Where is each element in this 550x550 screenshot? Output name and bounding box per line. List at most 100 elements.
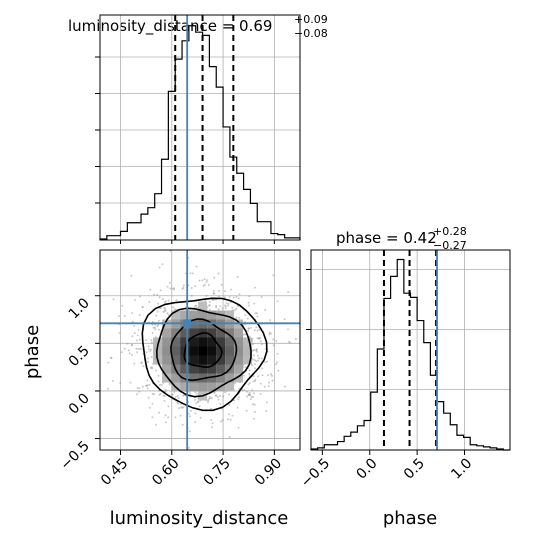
d2-sample-point (142, 365, 145, 368)
d2-sample-point (163, 394, 166, 397)
d2-density-cell (225, 355, 235, 365)
d2-sample-point (214, 394, 217, 397)
d2-density-cell (216, 364, 226, 374)
d2-sample-point (205, 281, 208, 284)
d2-sample-point (167, 313, 170, 316)
d2-sample-point (231, 414, 234, 417)
d2-sample-point (211, 422, 214, 425)
d2-xtick-label-3: 0.90 (252, 456, 285, 489)
d2-sample-point (231, 306, 234, 309)
d2-sample-point (158, 411, 161, 414)
d2-sample-point (230, 288, 232, 291)
d2-ytick-label-2: 0.5 (66, 343, 93, 370)
d2-sample-point (151, 323, 154, 326)
d2-sample-point (173, 288, 175, 291)
d2-sample-point (123, 347, 126, 350)
title-phase-plus: +0.28 (433, 225, 467, 238)
d2-sample-point (219, 305, 222, 308)
d2-sample-point (224, 391, 226, 394)
d2-density-cell (198, 310, 208, 320)
d2-sample-point (152, 326, 155, 329)
d2-density-cell (234, 373, 244, 383)
d2-sample-point (224, 296, 226, 299)
d2-sample-point (225, 302, 228, 305)
d2-sample-point (167, 416, 170, 419)
d2-density-cell (207, 355, 217, 365)
d2-sample-point (179, 414, 182, 417)
d2-sample-point (131, 320, 134, 323)
d2-density-cell (207, 373, 217, 383)
d2-density-cell (189, 355, 199, 365)
d2-sample-point (156, 294, 159, 296)
d2-sample-point (138, 338, 141, 341)
d2-sample-point (247, 329, 250, 332)
d2-density-cell (225, 382, 235, 392)
d2-sample-point (256, 337, 259, 340)
d2-sample-point (253, 367, 256, 370)
ph-xtick-label-0: −0.5 (298, 456, 333, 491)
d2-sample-point (198, 279, 201, 282)
d2-sample-point (213, 276, 216, 279)
d2-density-cell (180, 310, 190, 320)
d2-sample-point (268, 381, 270, 384)
d2-sample-point (193, 306, 196, 309)
d2-sample-point (188, 430, 191, 433)
d2-sample-point (257, 337, 260, 340)
d2-sample-point (187, 446, 190, 449)
d2-sample-point (246, 317, 249, 320)
d2-xtick-label-0: 0.45 (98, 456, 131, 489)
ph-hist-frame (310, 249, 511, 451)
d2-sample-point (252, 380, 255, 383)
d2-sample-point (258, 357, 261, 360)
d2-sample-point (139, 347, 141, 350)
d2-sample-point (248, 304, 250, 307)
d2-sample-point (135, 393, 138, 396)
d2-sample-point (226, 304, 229, 307)
d2-sample-point (159, 289, 162, 292)
d2-sample-point (190, 294, 193, 297)
d2-sample-point (248, 391, 251, 394)
d2-sample-point (130, 274, 133, 277)
d2-sample-point (157, 323, 160, 326)
title-luminosity-distance: luminosity_distance = 0.69 +0.09 −0.08 (68, 13, 328, 40)
d2-sample-point (227, 302, 230, 305)
panel-hist-luminosity-distance (95, 14, 301, 244)
d2-contour-2 (155, 307, 252, 398)
d2-sample-point (248, 335, 251, 338)
d2-sample-point (208, 308, 211, 311)
d2-sample-point (207, 398, 210, 401)
d2-sample-point (220, 283, 223, 286)
d2-sample-point (215, 304, 218, 307)
d2-density-cell (198, 301, 208, 311)
d2-sample-point (154, 423, 157, 426)
d2-sample-point (184, 231, 186, 233)
d2-sample-point (187, 412, 190, 415)
d2-sample-point (218, 289, 220, 292)
d2-sample-point (272, 274, 275, 277)
xlabel-luminosity-distance: luminosity_distance (110, 508, 289, 529)
d2-content (100, 231, 300, 450)
d2-density-cell (207, 382, 217, 392)
d2-sample-point (287, 291, 290, 294)
d2-sample-point (147, 396, 150, 399)
d2-sample-point (221, 419, 224, 422)
d2-sample-point (269, 332, 272, 335)
d2-sample-point (275, 340, 278, 342)
d2-sample-point (149, 350, 152, 353)
d2-sample-point (247, 394, 250, 397)
d2-sample-point (260, 296, 263, 298)
d2-sample-point (133, 362, 136, 365)
d2-density-cell (171, 346, 181, 356)
d2-sample-point (136, 334, 139, 337)
d2-sample-point (247, 327, 250, 330)
d2-density-cell (234, 346, 244, 356)
d2-sample-point (169, 281, 171, 284)
d2-sample-point (213, 391, 216, 394)
d2-sample-point (248, 394, 251, 397)
d2-sample-point (276, 352, 279, 355)
d2-density-cell (198, 355, 208, 365)
d2-density-cell (162, 355, 172, 365)
d2-sample-point (237, 398, 240, 401)
d2-sample-point (265, 401, 268, 404)
d2-sample-point (159, 392, 162, 395)
